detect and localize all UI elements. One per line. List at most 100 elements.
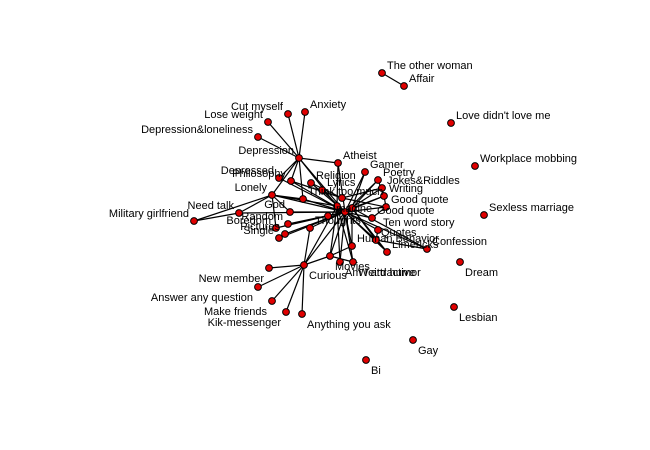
node-label-make_friends: Make friends — [204, 306, 267, 318]
node-curious — [300, 261, 308, 269]
node-label-affair: Affair — [409, 73, 435, 85]
node-label-answer: Answer any question — [151, 292, 253, 304]
node-imagine — [324, 212, 332, 220]
node-label-good_quote: Good quote — [391, 194, 449, 206]
node-label-confession: Confession — [432, 236, 487, 248]
edge-depression-think — [298, 157, 304, 200]
node-label-curious: Curious — [309, 270, 347, 282]
node-label-pictures: Pictures — [240, 221, 280, 233]
edge-curious-make_friends — [271, 264, 305, 302]
node-label-need_talk: Need talk — [188, 200, 235, 212]
node-poetry — [374, 176, 382, 184]
node-gay — [409, 336, 417, 344]
node-anything — [298, 310, 306, 318]
node-label-lose_weight: Lose weight — [204, 109, 263, 121]
edge-depression-lonely — [271, 157, 300, 196]
edge-hub2-writing — [351, 195, 385, 209]
node-quotes — [372, 236, 380, 244]
node-confession — [423, 245, 431, 253]
node-other_woman — [378, 69, 386, 77]
node-bad_quote — [368, 214, 376, 222]
node-think — [299, 195, 307, 203]
node-label-gay: Gay — [418, 345, 439, 357]
node-depression — [295, 154, 303, 162]
node-lyrics — [318, 186, 326, 194]
node-label-ten_word: Ten word story — [383, 217, 455, 229]
edge-depression-depressed — [278, 157, 300, 179]
node-label-poetry: Poetry — [383, 167, 415, 179]
edge-depression-cut_myself — [287, 113, 300, 159]
node-label-random: Random — [241, 211, 283, 223]
edge-hub2-poetry — [351, 179, 379, 209]
edge-depression-depr_lonely — [257, 136, 300, 159]
node-philosophy — [287, 177, 295, 185]
node-movies — [326, 252, 334, 260]
edge-lonely-boredom — [271, 194, 277, 229]
edge-hub4-religion — [310, 182, 343, 199]
node-ten_word — [374, 226, 382, 234]
edge-hub2-limericks — [351, 207, 388, 253]
node-label-anxiety: Anxiety — [310, 99, 347, 111]
edge-lonely-god — [271, 194, 291, 213]
node-kik — [282, 308, 290, 316]
node-random — [284, 220, 292, 228]
node-pictures — [281, 230, 289, 238]
edge-hub3-am_i — [336, 205, 341, 263]
edge-lonely-think — [271, 194, 304, 200]
node-hub3 — [333, 202, 341, 210]
node-writing — [380, 192, 388, 200]
node-hub — [341, 208, 349, 216]
node-label-love_didnt: Love didn't love me — [456, 110, 550, 122]
edge-curious-answer — [257, 264, 305, 288]
edge-curious-movies — [303, 255, 331, 266]
edge-hub3-weird — [336, 205, 354, 263]
node-depr_lonely — [254, 133, 262, 141]
edge-hub-am_i — [339, 211, 346, 263]
node-depressed — [275, 174, 283, 182]
node-label-think: Think too much — [308, 186, 383, 198]
edge-hub-lonely — [271, 194, 346, 213]
node-label-limericks: Limericks — [392, 239, 439, 251]
node-label-weird: Weird humor — [358, 267, 421, 279]
node-label-kik: Kik-messenger — [208, 317, 282, 329]
node-label-imagine: Imagine — [333, 203, 372, 215]
edge-hub-atheist — [337, 162, 346, 213]
node-single — [275, 234, 283, 242]
node-jokes — [378, 184, 386, 192]
node-label-depr_lonely: Depression&loneliness — [141, 124, 253, 136]
edge-hub-confession — [344, 211, 428, 250]
node-label-other_woman: The other woman — [387, 60, 473, 72]
nodes-layer — [190, 69, 488, 364]
node-lose_weight — [264, 118, 272, 126]
node-label-new_member: New member — [199, 273, 265, 285]
edge-other_woman-affair — [381, 72, 405, 87]
edge-curious-anything — [301, 264, 305, 315]
node-answer — [254, 283, 262, 291]
node-label-workplace: Workplace mobbing — [480, 153, 577, 165]
node-label-bi: Bi — [371, 365, 381, 377]
node-limericks — [383, 248, 391, 256]
node-weird — [349, 258, 357, 266]
edge-curious-kik — [285, 264, 305, 313]
edge-depression-lose_weight — [267, 121, 300, 159]
node-label-lonely: Lonely — [235, 182, 268, 194]
node-label-atheist: Atheist — [343, 150, 377, 162]
edge-depression-philosophy — [290, 157, 300, 182]
node-label-bad_quote: Good quote — [377, 205, 435, 217]
node-make_friends — [268, 297, 276, 305]
edge-depression-anxiety — [298, 111, 306, 159]
node-human — [348, 242, 356, 250]
node-label-depression: Depression — [238, 145, 294, 157]
node-god — [286, 208, 294, 216]
node-hub4 — [338, 194, 346, 202]
edge-curious-thoughts — [303, 227, 311, 266]
edge-hub2-gamer — [351, 171, 366, 209]
node-label-philosophy: Philosophy — [232, 168, 286, 180]
edge-hub4-good_quote — [341, 197, 387, 208]
node-label-movies: Movies — [335, 261, 370, 273]
node-gamer — [361, 168, 369, 176]
node-dream — [456, 258, 464, 266]
node-workplace — [471, 162, 479, 170]
